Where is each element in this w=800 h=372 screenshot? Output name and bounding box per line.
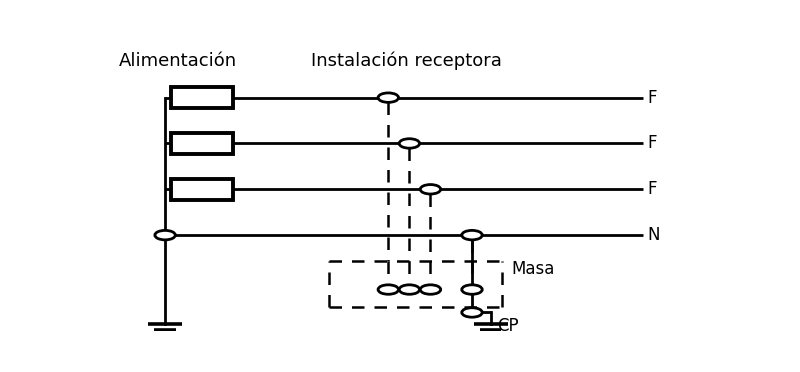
Circle shape	[462, 308, 482, 317]
Circle shape	[155, 230, 175, 240]
Bar	[171, 87, 234, 108]
Text: CP: CP	[497, 317, 518, 335]
Circle shape	[420, 185, 441, 194]
Circle shape	[462, 230, 482, 240]
Bar	[171, 133, 234, 154]
Text: Instalación receptora: Instalación receptora	[311, 52, 502, 70]
Circle shape	[399, 285, 420, 294]
Circle shape	[399, 139, 420, 148]
Text: F: F	[647, 89, 657, 107]
Text: F: F	[647, 134, 657, 153]
Circle shape	[378, 285, 398, 294]
Text: Alimentación: Alimentación	[118, 52, 237, 70]
Text: N: N	[647, 226, 660, 244]
Circle shape	[378, 93, 398, 102]
Text: F: F	[647, 180, 657, 198]
Circle shape	[420, 285, 441, 294]
Text: Masa: Masa	[511, 260, 554, 279]
Circle shape	[462, 285, 482, 294]
Bar	[171, 179, 234, 200]
